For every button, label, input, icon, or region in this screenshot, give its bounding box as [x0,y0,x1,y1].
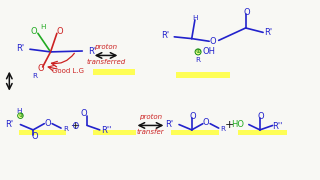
Text: ·O: ·O [70,122,79,131]
Text: ⊕: ⊕ [18,113,23,118]
Text: O: O [81,109,87,118]
Bar [19,130,67,135]
Text: R: R [63,126,68,132]
Text: R: R [32,73,37,79]
Text: H: H [16,108,21,114]
Text: Good L.G: Good L.G [52,68,84,73]
Text: HO: HO [231,120,244,129]
Text: ⊕: ⊕ [196,49,201,54]
Text: R': R' [5,120,13,129]
Text: R'': R'' [272,122,283,131]
Bar [93,130,136,135]
Text: proton: proton [94,44,118,50]
Text: R': R' [16,44,25,53]
Text: R': R' [161,31,169,40]
Bar [171,130,219,135]
Text: proton: proton [139,114,162,120]
Text: R'': R'' [101,126,111,135]
Text: R: R [196,57,201,63]
Text: O: O [31,27,37,36]
Text: H: H [40,24,45,30]
Text: O: O [37,64,44,73]
Text: OH: OH [203,47,216,56]
Text: +: + [71,121,81,131]
Bar [176,72,230,78]
Text: R': R' [165,120,173,129]
Text: O: O [258,112,264,121]
Text: O: O [189,112,196,121]
Text: O: O [31,132,38,141]
Text: R: R [220,126,225,132]
Text: O: O [57,27,63,36]
Text: R': R' [264,28,272,37]
Text: +: + [225,120,235,130]
Bar [238,130,287,135]
Text: O: O [45,119,51,128]
Bar [93,69,135,75]
Text: O: O [244,8,251,17]
Text: transferred: transferred [86,59,126,65]
Text: H: H [192,15,198,21]
Text: O: O [203,118,209,127]
Text: R': R' [88,46,96,55]
Text: transfer: transfer [137,129,164,135]
Text: O: O [210,37,217,46]
